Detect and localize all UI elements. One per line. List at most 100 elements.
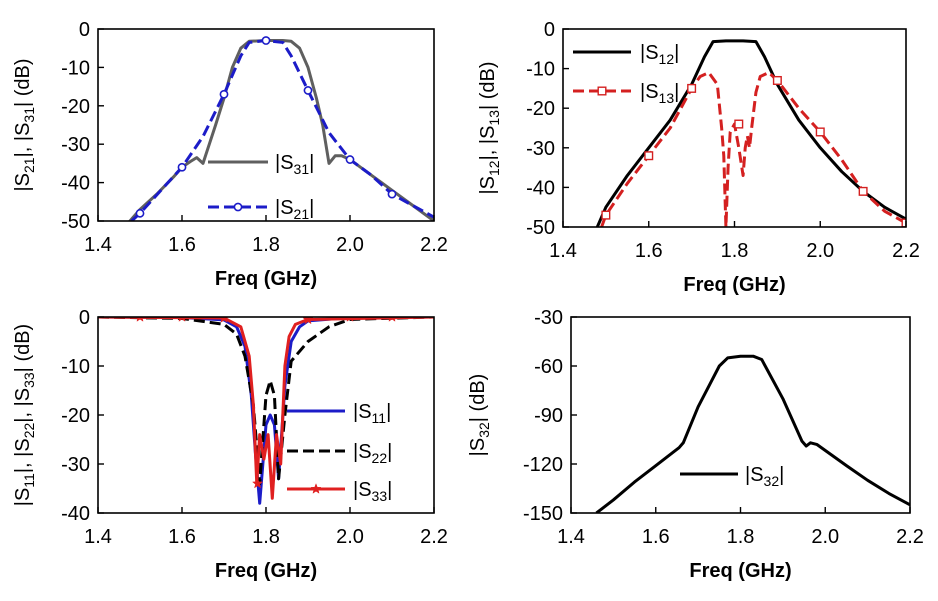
legend-label: |S12| (640, 42, 679, 67)
x-tick-label: 1.6 (168, 526, 196, 548)
legend-entry-p3-2: |S33| (287, 479, 392, 504)
y-tick-label: -30 (534, 307, 563, 329)
x-axis-title: Freq (GHz) (215, 560, 317, 582)
data-marker-p1-1-3 (261, 36, 271, 45)
y-tick-label: -30 (61, 454, 90, 476)
data-marker-p3-2-6 (388, 317, 396, 322)
x-tick-label: 2.0 (336, 234, 364, 256)
data-marker-p1-1-5 (345, 155, 355, 164)
x-axis-title: Freq (GHz) (215, 268, 317, 290)
x-tick-label: 2.0 (806, 240, 834, 262)
series-line-p4-0 (595, 354, 910, 513)
x-tick-label: 2.2 (420, 526, 448, 548)
svg-text:|S11|, |S22|, |S33| (dB): |S11|, |S22|, |S33| (dB) (12, 324, 37, 506)
y-tick-label: 0 (79, 307, 90, 329)
y-tick-label: -60 (534, 356, 563, 378)
y-tick-label: -20 (61, 405, 90, 427)
y-tick-label: -30 (526, 138, 555, 160)
data-marker-p3-2-0 (136, 317, 144, 322)
data-marker-p2-1-3 (734, 119, 744, 129)
data-marker-p3-2-5 (346, 317, 354, 322)
legend-entry-p2-1: |S13| (573, 81, 679, 106)
plot-frame (570, 316, 911, 514)
y-tick-label: -30 (61, 134, 90, 156)
chart-panel-p1: 1.4 1.6 1.8 2.0 2.2 0 -10 -20 -30 -40 -50 Freq (GHz… (12, 19, 448, 290)
data-marker-p2-1-5 (815, 127, 825, 137)
x-tick-label: 2.2 (420, 234, 448, 256)
data-marker-p2-1-0 (601, 210, 611, 220)
x-tick-label: 2.2 (892, 240, 920, 262)
x-axis-title: Freq (GHz) (689, 560, 791, 582)
x-tick-label: 1.4 (84, 234, 112, 256)
data-marker-p3-2-3 (251, 477, 264, 489)
y-tick-label: -20 (526, 98, 555, 120)
x-tick-label: 2.0 (336, 526, 364, 548)
series-p4-0 (595, 354, 910, 513)
y-axis-title: |S11|, |S22|, |S33| (dB) (12, 324, 37, 506)
series-line-p3-0 (98, 317, 434, 505)
legend-label: |S32| (745, 464, 784, 489)
data-marker-p2-1-4 (772, 75, 782, 85)
x-tick-label: 1.4 (549, 240, 577, 262)
svg-text:|S12|, |S13| (dB): |S12|, |S13| (dB) (477, 61, 502, 194)
series-line-p1-1 (130, 39, 434, 221)
legend-marker (233, 202, 243, 212)
x-tick-label: 1.6 (168, 234, 196, 256)
x-tick-label: 1.6 (642, 526, 670, 548)
y-tick-label: -150 (523, 503, 563, 525)
series-p2-0 (595, 39, 906, 227)
chart-panel-p3: 1.4 1.6 1.8 2.0 2.2 0 -10 -20 -30 -40 Freq (GHz) |S… (12, 307, 448, 582)
legend-entry-p4-0: |S32| (680, 464, 784, 489)
y-axis-title: |S12|, |S13| (dB) (477, 61, 502, 194)
series-p3-1 (98, 317, 434, 486)
y-tick-label: -50 (526, 217, 555, 239)
legend-label: |S22| (353, 441, 392, 466)
x-tick-label: 1.8 (252, 526, 280, 548)
x-tick-label: 1.4 (84, 526, 112, 548)
x-axis-title: Freq (GHz) (683, 274, 785, 296)
series-p3-2 (98, 317, 434, 500)
x-tick-label: 1.8 (721, 240, 749, 262)
data-marker-p2-1-1 (644, 151, 654, 161)
data-marker-p2-1-2 (687, 83, 697, 93)
data-marker-p1-1-1 (177, 162, 187, 172)
legend-label: |S11| (353, 401, 391, 426)
legend-marker (597, 86, 607, 96)
legend-entry-p3-1: |S22| (287, 441, 392, 466)
x-tick-label: 1.6 (635, 240, 663, 262)
legend-label: |S31| (275, 152, 314, 177)
y-tick-label: -10 (61, 57, 90, 79)
y-axis-title: |S21|, |S31| (dB) (12, 58, 37, 191)
series-line-p3-2 (98, 317, 434, 500)
y-tick-label: -20 (61, 96, 90, 118)
x-tick-label: 1.4 (557, 526, 585, 548)
y-tick-label: -120 (523, 454, 563, 476)
y-axis-title: |S32| (dB) (467, 374, 492, 457)
y-tick-label: -50 (61, 211, 90, 233)
series-line-p3-1 (98, 317, 434, 486)
legend-marker (310, 483, 322, 494)
legend-label: |S33| (353, 479, 392, 504)
data-marker-p2-1-7 (901, 218, 906, 227)
chart-panel-p2: 1.4 1.6 1.8 2.0 2.2 0 -10 -20 -30 -40 -50 Freq (GHz… (477, 19, 920, 296)
y-tick-label: 0 (544, 19, 555, 41)
plot-frame (97, 28, 435, 222)
series-p2-1 (600, 71, 906, 227)
y-tick-label: -10 (61, 356, 90, 378)
svg-text:|S21|, |S31| (dB): |S21|, |S31| (dB) (12, 58, 37, 191)
chart-panel-p4: 1.4 1.6 1.8 2.0 2.2 -30 -60 -90 -120 -150 Freq (GH… (467, 307, 924, 582)
y-tick-label: 0 (79, 19, 90, 41)
y-tick-label: -90 (534, 405, 563, 427)
y-tick-label: -40 (61, 503, 90, 525)
x-tick-label: 1.8 (252, 234, 280, 256)
data-marker-p3-2-2 (219, 317, 229, 323)
legend-entry-p3-0: |S11| (287, 401, 391, 426)
data-marker-p1-1-0 (135, 208, 145, 218)
y-tick-label: -10 (526, 59, 555, 81)
y-tick-label: -40 (61, 173, 90, 195)
legend-entry-p1-1: |S21| (208, 197, 314, 222)
x-tick-label: 1.8 (727, 526, 755, 548)
legend-label: |S21| (275, 197, 314, 222)
legend-entry-p1-0: |S31| (208, 152, 314, 177)
